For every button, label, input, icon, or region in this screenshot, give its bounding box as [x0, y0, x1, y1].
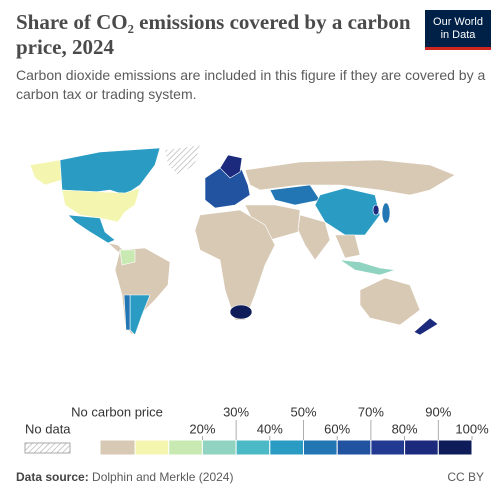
legend-swatch [201, 439, 237, 456]
legend-swatch [168, 439, 203, 456]
legend-tick-label: 90% [425, 404, 451, 419]
china [314, 187, 381, 236]
no-data-label: No data [25, 421, 71, 436]
russia [244, 159, 456, 196]
subtitle: Carbon dioxide emissions are included in… [16, 67, 486, 102]
legend-swatch [134, 439, 170, 456]
india [297, 214, 331, 261]
legend-tick-label: 100% [455, 421, 489, 436]
legend-tick-label: 60% [324, 421, 350, 436]
scandinavia [219, 154, 243, 179]
legend-swatch [336, 439, 372, 456]
southeast-asia [334, 234, 361, 259]
source: Dolphin and Merkle (2024) [92, 470, 234, 484]
colombia [119, 249, 136, 266]
no-data-swatch [24, 442, 71, 454]
license: CC BY [447, 470, 484, 484]
kazakhstan [269, 184, 321, 206]
title: Share of CO₂ emissions covered by a carb… [16, 10, 411, 59]
legend-swatch [235, 439, 271, 456]
mexico [67, 214, 116, 244]
legend-swatch [370, 439, 406, 456]
legend-tick-label: 20% [189, 421, 215, 436]
argentina [129, 294, 151, 336]
japan [381, 202, 391, 224]
africa [194, 209, 276, 321]
legend-tick-label: 80% [392, 421, 418, 436]
source-label: Data source: [16, 470, 89, 484]
world-map [29, 144, 456, 336]
legend-swatch [404, 439, 439, 456]
canada [59, 147, 161, 196]
logo: Our World in Data [425, 10, 491, 50]
south-africa [229, 304, 253, 320]
indonesia [339, 259, 396, 276]
legend-swatch [437, 439, 473, 456]
legend-tick-label: 50% [290, 404, 316, 419]
australia [359, 277, 421, 326]
usa [61, 187, 141, 223]
new-zealand [413, 317, 439, 336]
no-carbon-price-label: No carbon price [71, 404, 163, 419]
no-carbon-price-swatch [99, 439, 136, 456]
greenland [164, 144, 201, 176]
legend-swatch [303, 439, 338, 456]
legend-swatch [269, 439, 304, 456]
alaska [29, 159, 63, 186]
chile [123, 294, 131, 331]
footer: Data source: Dolphin and Merkle (2024) CC… [16, 470, 484, 484]
legend-tick-label: 30% [223, 404, 249, 419]
legend-tick-label: 40% [257, 421, 283, 436]
legend-tick-label: 70% [358, 404, 384, 419]
korea [372, 204, 380, 216]
logo-line: in Data [440, 29, 476, 41]
logo-line: Our World [433, 16, 483, 28]
